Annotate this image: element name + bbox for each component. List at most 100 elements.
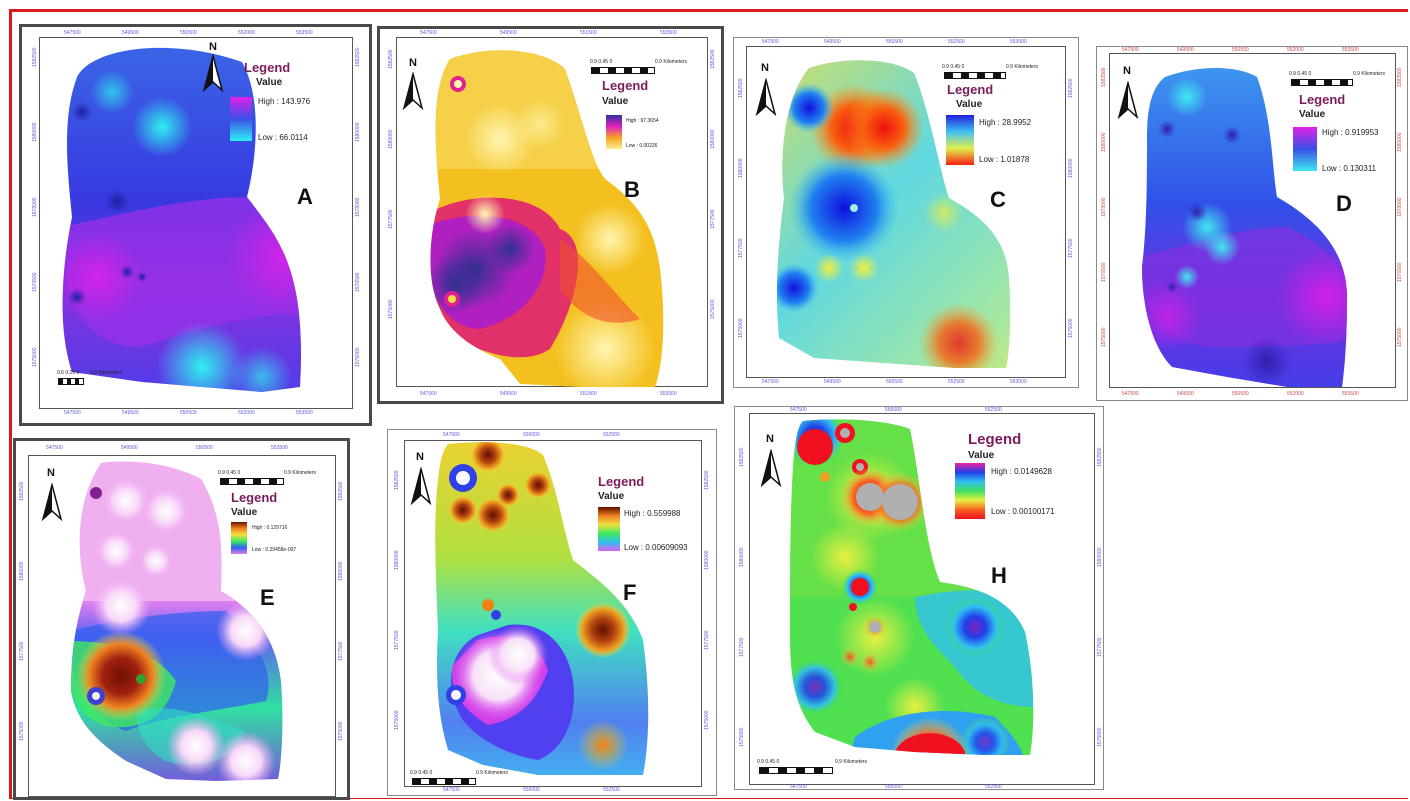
x-tick-bottom: 550000	[523, 787, 540, 793]
x-tick-top: 549500	[500, 30, 517, 36]
panel-letter: F	[623, 580, 637, 605]
map-panel-b: 547500 549500 551500 553500 547500 54950…	[377, 26, 724, 404]
x-tick-top: 547500	[46, 445, 63, 451]
figure-frame	[9, 9, 1408, 799]
x-tick-top: 550500	[1232, 47, 1249, 53]
x-tick-bottom: 547500	[762, 379, 779, 385]
legend-low: Low : 0.29458e-007	[252, 547, 297, 553]
north-arrow-icon	[402, 72, 424, 111]
legend-value-label: Value	[956, 99, 983, 110]
scale-numbers: 0.9 0.45 0	[942, 64, 965, 70]
legend-low: Low : 0.00226	[626, 143, 658, 149]
legend-title: Legend	[968, 431, 1022, 448]
map-panel-h: 547500 550000 552500 547500 550000 55250…	[734, 406, 1104, 790]
interpolation-map-a	[62, 47, 302, 392]
north-label: N	[766, 433, 774, 445]
legend-low: Low : 0.00100171	[991, 507, 1055, 516]
legend-high: High : 143.976	[258, 97, 311, 106]
scale-numbers: 0.9 0.45 0	[757, 759, 780, 765]
x-tick-bottom: 552500	[948, 379, 965, 385]
x-tick-bottom: 550500	[1232, 391, 1249, 397]
x-tick-top: 552000	[1287, 47, 1304, 53]
scale-numbers: 0.6 0.25 0	[57, 370, 80, 376]
north-arrow-icon	[202, 54, 224, 93]
scale-bar	[944, 72, 1006, 79]
legend-high: High : 0.919953	[1322, 128, 1379, 137]
north-label: N	[761, 62, 769, 74]
scale-bar	[1291, 79, 1353, 86]
x-tick-top: 547500	[64, 30, 81, 36]
legend-value-label: Value	[256, 77, 283, 88]
legend-color-ramp	[606, 115, 622, 149]
x-tick-bottom: 553500	[1342, 391, 1359, 397]
interpolation-map-h	[790, 419, 1034, 755]
x-tick-top: 549500	[1177, 47, 1194, 53]
interpolation-map-d	[1142, 68, 1347, 387]
legend-low: Low : 66.0114	[258, 133, 308, 142]
scale-unit: 0.9 Kilometers	[835, 759, 867, 765]
legend-value-label: Value	[1299, 109, 1326, 120]
x-tick-top: 547500	[420, 30, 437, 36]
interpolation-map-e	[71, 461, 283, 781]
legend-low: Low : 0.130311	[1322, 164, 1377, 173]
x-tick-bottom: 547500	[420, 391, 437, 397]
x-tick-bottom: 547500	[64, 410, 81, 416]
map-panel-a: 547500 549500 550500 552000 553500 54750…	[19, 24, 372, 426]
scale-bar	[759, 767, 833, 774]
scale-numbers: 0.9 0.45 0	[218, 470, 241, 476]
scale-unit: 0.9 Kilometers	[1006, 64, 1038, 70]
panel-letter: A	[297, 184, 313, 209]
legend-title: Legend	[602, 78, 649, 93]
x-tick-bottom: 549500	[122, 410, 139, 416]
x-tick-top: 553500	[660, 30, 677, 36]
x-tick-top: 550500	[886, 39, 903, 45]
x-tick-top: 552000	[238, 30, 255, 36]
legend-high: High : 28.9952	[979, 118, 1032, 127]
scale-bar	[58, 378, 84, 385]
map-panel-c: 547500 549500 550500 552500 553500 54750…	[733, 37, 1079, 388]
x-tick-bottom: 550500	[886, 379, 903, 385]
panel-letter: B	[624, 177, 640, 202]
scale-unit: 0.9 Kilometers	[90, 370, 122, 376]
legend-title: Legend	[947, 82, 994, 97]
x-tick-top: 552500	[948, 39, 965, 45]
x-tick-top: 549500	[121, 445, 138, 451]
legend-title: Legend	[231, 490, 278, 505]
legend-color-ramp	[231, 522, 247, 554]
interpolation-map-b	[430, 50, 664, 388]
legend-color-ramp	[230, 97, 252, 141]
legend-value-label: Value	[598, 491, 625, 502]
x-tick-top: 547500	[443, 432, 460, 438]
x-tick-top: 552500	[985, 407, 1002, 413]
x-tick-top: 550000	[885, 407, 902, 413]
legend-high: High : 0.0149628	[991, 467, 1052, 476]
map-panel-f: 547500 550000 552500 547500 550000 55250…	[387, 429, 717, 796]
interpolation-map-f	[435, 442, 649, 775]
map-panel-d: 547500 549500 550500 552000 553500 54750…	[1096, 46, 1408, 401]
x-tick-bottom: 552000	[1287, 391, 1304, 397]
x-tick-top: 552500	[603, 432, 620, 438]
map-panel-e: 547500 549500 550500 553500 1582500 1580…	[13, 438, 350, 800]
legend-title: Legend	[598, 474, 645, 489]
legend-value-label: Value	[602, 96, 629, 107]
legend-color-ramp	[946, 115, 974, 165]
x-tick-bottom: 552000	[238, 410, 255, 416]
x-tick-bottom: 552500	[603, 787, 620, 793]
scale-numbers: 0.9 0.45 0	[410, 770, 433, 776]
panel-letter: E	[260, 585, 275, 610]
x-tick-top: 553500	[296, 30, 313, 36]
legend-value-label: Value	[968, 450, 995, 461]
x-tick-bottom: 553500	[296, 410, 313, 416]
scale-bar	[412, 778, 476, 785]
legend-title: Legend	[1299, 92, 1346, 107]
x-tick-top: 547500	[762, 39, 779, 45]
north-label: N	[409, 57, 417, 69]
x-tick-bottom: 547500	[443, 787, 460, 793]
x-tick-bottom: 547500	[790, 784, 807, 790]
x-tick-bottom: 550500	[180, 410, 197, 416]
north-arrow-icon	[755, 78, 777, 117]
legend-high: High : 0.559988	[624, 509, 681, 518]
scale-unit: 0.9 Kilometers	[655, 59, 687, 65]
panel-letter: C	[990, 187, 1006, 212]
legend-color-ramp	[955, 463, 985, 519]
